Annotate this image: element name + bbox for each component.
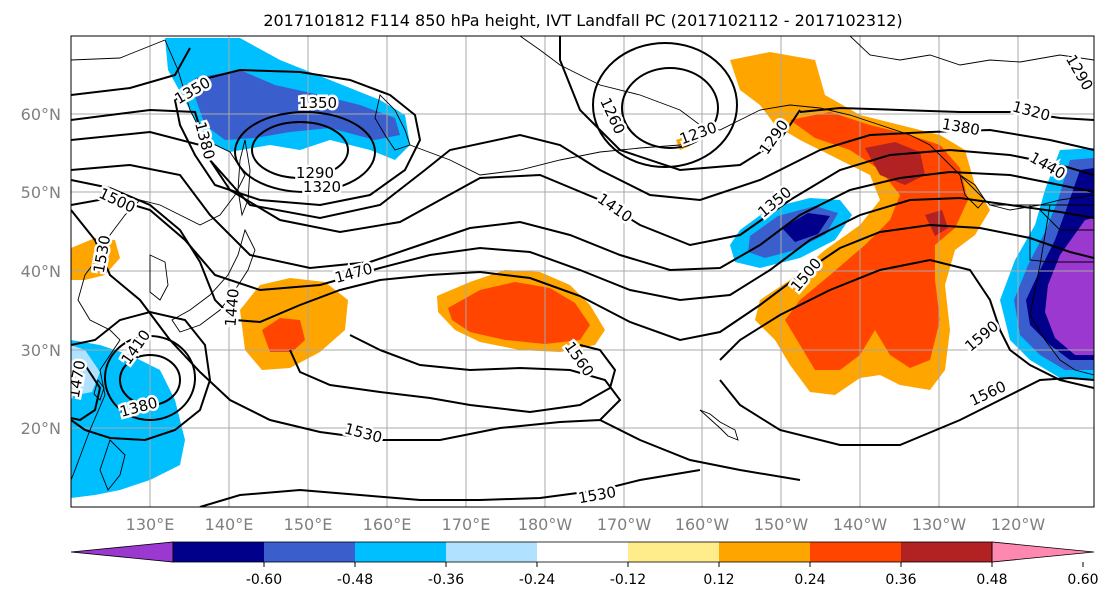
colorbar-segment [446,542,538,562]
colorbar-tick-label: 0.24 [794,572,825,588]
colorbar-tick-label: -0.60 [246,572,282,588]
contour-low-1410 [104,335,196,421]
contour-label: 1320 [303,178,341,196]
lon-label-140w: 140°W [833,515,888,534]
lon-label-150w: 150°W [754,515,809,534]
shade-okhotsk-dark [195,70,400,140]
contour-1470-west [71,363,102,422]
contour-1530 [71,209,801,481]
contour-1560 [289,344,1094,446]
colorbar-tick-label: -0.36 [428,572,464,588]
contour-1470 [71,196,1094,302]
map-frame [70,35,1095,508]
lon-label-140e: 140°E [205,515,254,534]
contour-1380 [71,108,1094,220]
colorbar-segments [70,541,1095,563]
coast-bc-islands [959,173,986,209]
coast-arctic [849,36,1094,66]
coast-hawaii [699,409,739,441]
colorbar-tick-label: -0.12 [610,572,646,588]
contour-low-1260 [592,42,738,168]
contour-1410 [71,130,1094,247]
colorbar-tick-label: -0.48 [337,572,373,588]
coast-philippines [99,439,126,491]
shade-npac-dark [782,213,830,242]
colorbar-extend-min [70,541,174,563]
lon-label-170w: 170°W [597,515,652,534]
lon-label-160e: 160°E [363,515,412,534]
coast-aleutians [409,139,701,176]
contour-1350 [173,68,422,207]
height-contours [71,36,1094,507]
colorbar-frame [172,541,993,563]
colorbar-segment [719,542,811,562]
lon-label-180w: 180°W [518,515,573,534]
colorbar-segment [810,542,902,562]
lat-label-50n: 50°N [21,183,61,202]
contour-low-1230 [621,67,719,149]
lon-label-160w: 160°W [675,515,730,534]
shade-uswc-purple [1045,218,1094,355]
coast-kamchatka [374,94,411,151]
contour-label: 1290 [296,164,334,182]
coast-sakhalin [237,139,251,217]
colorbar-extend-max [991,541,1095,563]
colorbar-segment [901,542,993,562]
contour-low-1290 [251,121,349,179]
lon-label-120w: 120°W [991,515,1046,534]
colorbar: -0.60 -0.48 -0.36 -0.24 -0.12 0.12 0.24 0.36 0.4… [70,541,1099,588]
lon-label-150e: 150°E [284,515,333,534]
shade-wpac-light [71,340,185,498]
colorbar-segment [537,542,629,562]
colorbar-segment [628,542,720,562]
contour-1440 [71,163,1094,272]
map-title: 2017101812 F114 850 hPa height, IVT Land… [263,11,902,30]
colorbar-tick-label: 0.36 [885,572,916,588]
coast-japan [171,228,256,333]
contour-low-1380 [119,354,181,406]
coast-asia [71,39,246,481]
colorbar-tick-label: 0.12 [703,572,734,588]
colorbar-segment [173,542,265,562]
contour-1290-arc [559,36,801,172]
contour-1440-west [71,310,212,442]
colorbar-segment [264,542,356,562]
lat-label-40n: 40°N [21,262,61,281]
colorbar-segment [355,542,447,562]
lat-label-60n: 60°N [21,105,61,124]
longitude-labels: 130°E 140°E 150°E 160°E 170°E 180°W 170°… [126,515,1046,534]
shade-japan-red [262,318,305,352]
coast-taiwan [93,379,105,401]
ivt-shading [71,38,1094,498]
contour-low-1320 [234,111,376,193]
latitude-labels: 60°N 50°N 40°N 30°N 20°N [21,105,61,438]
contour-label: 1440 [221,288,242,328]
coast-namerica [1029,204,1094,376]
shade-wpac-lighter [71,345,100,396]
gridlines [71,36,1094,507]
lon-label-130w: 130°W [912,515,967,534]
colorbar-tick-label: -0.24 [519,572,555,588]
map-panel: 1350 1350 1380 1290 1320 1260 1230 1290 … [70,35,1095,508]
shade-cpac-red [448,282,590,344]
contour-1590 [719,258,1094,389]
colorbar-tick-label: 0.60 [1067,572,1098,588]
shade-nepac-darkred-2 [925,210,948,236]
contour-label: 1350 [299,94,337,112]
lon-label-130e: 130°E [126,515,175,534]
coast-korea [149,254,169,301]
contour-1500 [71,179,1094,342]
lon-label-170e: 170°E [442,515,491,534]
colorbar-tick-label: 0.48 [976,572,1007,588]
contour-1530-south [199,469,701,507]
contour-1320 [71,47,1094,121]
lat-label-30n: 30°N [21,341,61,360]
colorbar-ticks: -0.60 -0.48 -0.36 -0.24 -0.12 0.12 0.24 0.36 0.4… [246,562,1099,588]
lat-label-20n: 20°N [21,419,61,438]
shade-nepac-red [785,112,968,370]
